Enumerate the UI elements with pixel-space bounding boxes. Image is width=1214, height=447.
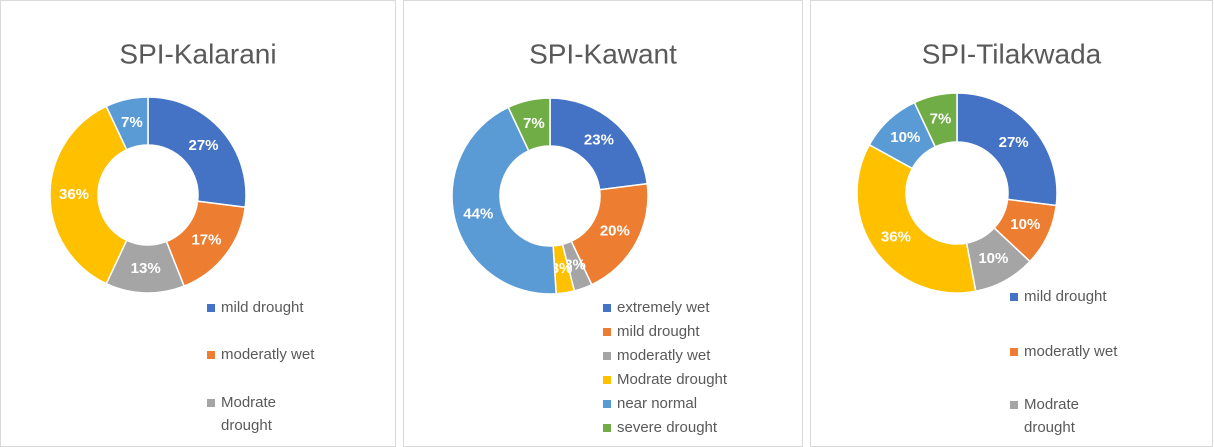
- data-label: 27%: [188, 137, 218, 154]
- data-label: 7%: [523, 115, 545, 132]
- legend-label: mild drought: [617, 323, 700, 340]
- data-label: 36%: [881, 228, 911, 245]
- data-label: 7%: [121, 114, 143, 131]
- data-label: 3%: [564, 257, 586, 274]
- legend-label: moderatly wet: [1024, 343, 1118, 360]
- legend-swatch: [603, 304, 611, 312]
- legend-swatch: [603, 376, 611, 384]
- chart-title: SPI-Kawant: [529, 38, 677, 69]
- donut-slice: [856, 143, 977, 294]
- legend-swatch: [603, 424, 611, 432]
- legend-label: moderatly wet: [617, 347, 711, 364]
- donut-slice: [147, 96, 247, 209]
- data-label: 7%: [930, 110, 952, 127]
- donut-slice: [49, 105, 128, 285]
- legend-label: Modrate drought: [1024, 396, 1083, 436]
- legend-swatch: [603, 352, 611, 360]
- legend-swatch: [1010, 293, 1018, 301]
- legend-label: Modrate drought: [221, 394, 280, 434]
- chart-panel: SPI-Kawant 23% 20% 3%3% 44% 7% extremely wet mi…: [403, 0, 803, 447]
- legend-swatch: [207, 304, 215, 312]
- data-label: 10%: [1010, 216, 1040, 233]
- data-label: 27%: [999, 134, 1029, 151]
- donut-slice: [956, 92, 1058, 207]
- donut-slice: [105, 96, 149, 151]
- legend-swatch: [603, 400, 611, 408]
- data-label: 20%: [600, 223, 630, 240]
- legend-swatch: [1010, 348, 1018, 356]
- data-label: 10%: [978, 250, 1008, 267]
- chart-title: SPI-Tilakwada: [922, 38, 1102, 69]
- legend-swatch: [207, 351, 215, 359]
- donut-slice: [549, 97, 649, 191]
- legend-label: extremely wet: [617, 299, 710, 316]
- data-label: 44%: [463, 205, 493, 222]
- legend-swatch: [1010, 401, 1018, 409]
- chart-title: SPI-Kalarani: [119, 38, 276, 69]
- legend-swatch: [603, 328, 611, 336]
- legend-label: Modrate drought: [617, 371, 728, 388]
- legend-label: severe drought: [617, 419, 718, 436]
- donut-slice: [507, 97, 551, 152]
- donut-slice: [451, 106, 557, 295]
- data-label: 3%: [551, 260, 573, 277]
- legend-label: mild drought: [221, 299, 304, 316]
- data-label: 23%: [584, 131, 614, 148]
- legend-label: near normal: [617, 395, 697, 412]
- data-label: 13%: [131, 260, 161, 277]
- chart-panel: SPI-Kalarani 27% 17% 13% 36% 7% mild drought mo…: [0, 0, 396, 447]
- legend-swatch: [207, 399, 215, 407]
- data-label: 10%: [890, 129, 920, 146]
- donut-slice: [913, 92, 958, 148]
- legend-label: moderatly wet: [221, 346, 315, 363]
- legend-label: mild drought: [1024, 288, 1107, 305]
- data-label: 36%: [59, 186, 89, 203]
- data-label: 17%: [191, 231, 221, 248]
